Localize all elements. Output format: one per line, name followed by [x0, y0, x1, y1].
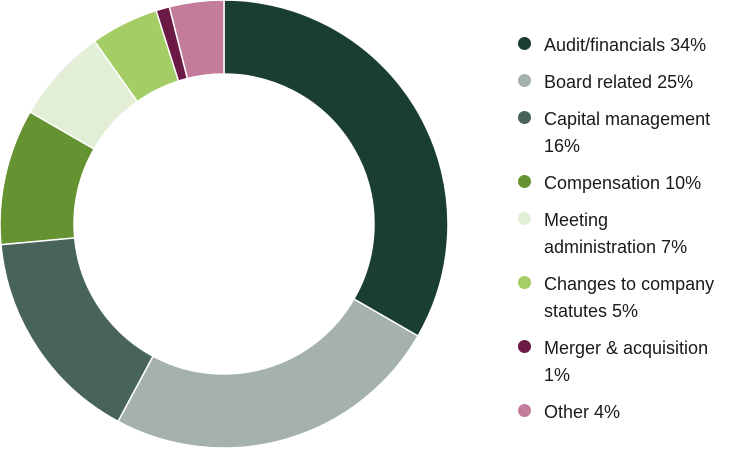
- legend-label: Board related 25%: [544, 72, 694, 92]
- legend-label: Compensation 10%: [544, 173, 702, 193]
- slice-capital-management: [0, 237, 155, 423]
- legend-label: Changes to company statutes 5%: [544, 274, 715, 321]
- legend-label: Merger & acquisition 1%: [544, 338, 709, 385]
- legend-label: Other 4%: [544, 402, 621, 422]
- legend-swatch: [518, 37, 531, 50]
- donut-slices: [0, 0, 449, 449]
- legend-item: Merger & acquisition 1%: [518, 335, 750, 389]
- legend-label: Capital management 16%: [544, 109, 711, 156]
- legend-swatch: [518, 111, 531, 124]
- legend-item: Compensation 10%: [518, 170, 750, 197]
- legend-swatch: [518, 404, 531, 417]
- legend-item: Audit/financials 34%: [518, 32, 750, 59]
- legend-item: Changes to company statutes 5%: [518, 271, 750, 325]
- legend-item: Other 4%: [518, 399, 750, 426]
- chart-legend: Audit/financials 34% Board related 25% Cap…: [518, 32, 750, 436]
- legend-item: Board related 25%: [518, 69, 750, 96]
- slice-board-related: [117, 297, 420, 449]
- legend-item: Meeting administration 7%: [518, 207, 750, 261]
- legend-swatch: [518, 74, 531, 87]
- legend-swatch: [518, 340, 531, 353]
- legend-item: Capital management 16%: [518, 106, 750, 160]
- slice-audit-financials: [223, 0, 449, 338]
- legend-swatch: [518, 175, 531, 188]
- slice-other: [168, 0, 225, 80]
- legend-label: Audit/financials 34%: [544, 35, 707, 55]
- legend-label: Meeting administration 7%: [544, 210, 688, 257]
- legend-swatch: [518, 212, 531, 225]
- legend-swatch: [518, 276, 531, 289]
